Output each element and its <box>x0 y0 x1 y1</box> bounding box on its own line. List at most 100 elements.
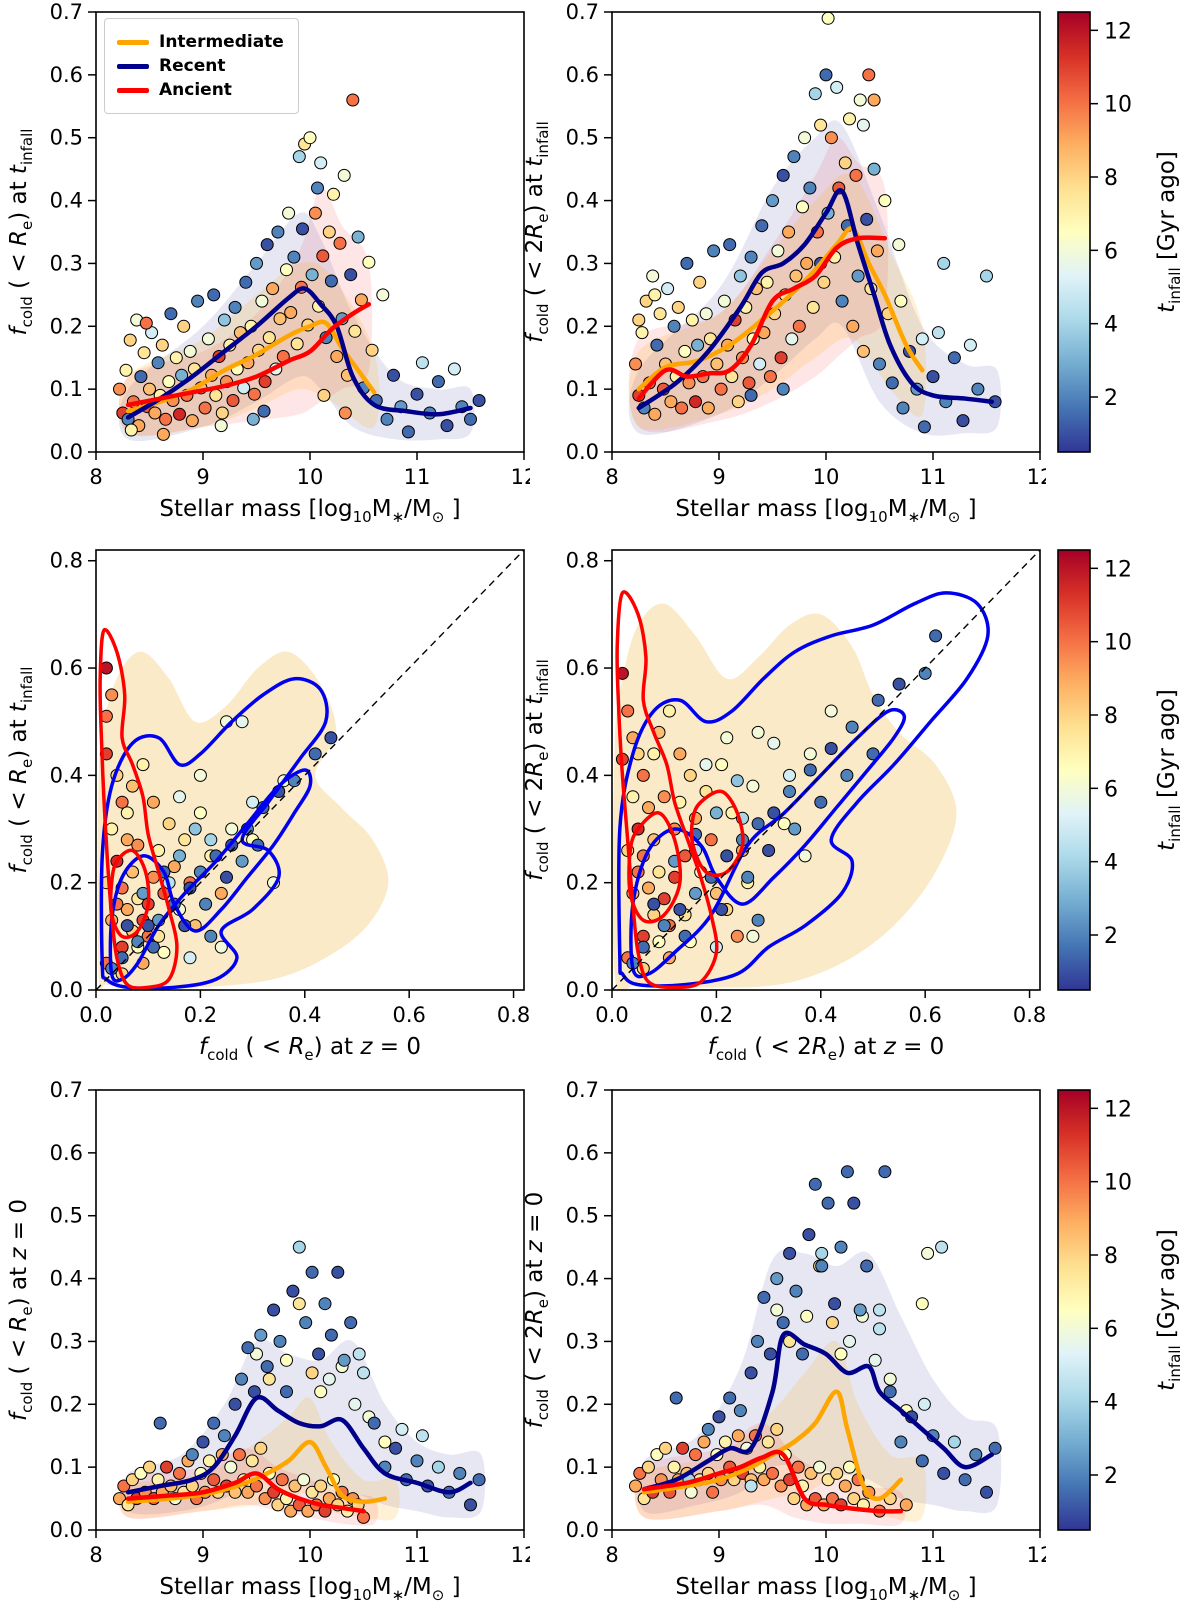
scatter-point <box>137 346 151 360</box>
scatter-point <box>202 1454 216 1468</box>
scatter-point <box>126 779 139 793</box>
legend-item-ancient: Ancient <box>117 80 284 100</box>
scatter-point <box>657 919 671 933</box>
x-tick-label: 12 <box>1027 1543 1046 1567</box>
scatter-point <box>648 288 662 302</box>
scatter-point <box>873 1303 886 1317</box>
x-tick-label: 8 <box>89 1543 102 1567</box>
y-tick-label: 0.1 <box>566 377 599 401</box>
y-tick-label: 0.3 <box>566 251 599 275</box>
scatter-point <box>143 1460 156 1474</box>
scatter-point <box>225 822 239 836</box>
scatter-point <box>667 1460 681 1474</box>
scatter-point <box>770 1422 784 1436</box>
scatter-point <box>751 913 765 927</box>
scatter-point <box>157 945 171 959</box>
scatter-point <box>766 194 779 208</box>
scatter-point <box>308 747 322 761</box>
colorbar-label: tinfall [Gyr ago] <box>1154 1229 1184 1391</box>
scatter-point <box>707 244 721 258</box>
panel-fcold-2re-tinfall-vs-z0: 0.0 0.2 0.4 0.6 0.8 0.0 0.2 0.4 0.6 0.8 fcold ( < … <box>516 538 1046 1076</box>
scatter-point <box>376 288 390 302</box>
ancient-median-line <box>641 1449 904 1514</box>
scatter-point <box>856 344 870 358</box>
scatter-point <box>314 1479 328 1493</box>
legend: Intermediate Recent Ancient <box>104 18 299 114</box>
scatter-point <box>899 1498 913 1512</box>
y-tick-label: 0.5 <box>50 1204 83 1228</box>
scatter-point <box>980 269 993 283</box>
x-tick-label: 8 <box>89 465 102 489</box>
scatter-point <box>273 1334 287 1348</box>
scatter-point <box>963 338 977 352</box>
colorbar-tick-label: 6 <box>1104 777 1118 802</box>
colorbar-tick-label: 4 <box>1104 851 1118 876</box>
scatter-point <box>257 404 271 418</box>
scatter-point <box>156 427 170 441</box>
scatter-point <box>918 666 932 680</box>
x-tick-label: 0.0 <box>79 1003 112 1027</box>
scatter-point <box>787 1492 801 1506</box>
scatter-point <box>287 250 301 264</box>
scatter-point <box>691 338 705 352</box>
scatter-point <box>312 1347 326 1361</box>
x-tick-label: 0.0 <box>595 1003 628 1027</box>
x-axis-label: fcold ( < Re) at z = 0 <box>199 1034 421 1064</box>
colorbar-row3: 2 4 6 8 10 12 tinfall [Gyr ago] <box>1046 1078 1200 1616</box>
colorbar-gradient <box>1058 550 1090 990</box>
scatter-point <box>193 768 207 782</box>
ancient-contour-lobe <box>689 789 745 878</box>
scatter-point <box>292 1297 306 1311</box>
y-tick-label: 0.0 <box>50 1518 83 1542</box>
scatter-point <box>821 1196 835 1210</box>
scatter-point <box>113 1492 126 1506</box>
y-tick-label: 0.7 <box>566 1078 599 1102</box>
scatter-point <box>803 181 817 195</box>
scatter-point <box>271 225 285 239</box>
y-axis-label: fcold ( < 2Re) at tinfall <box>522 659 552 881</box>
scatter-point <box>199 897 213 911</box>
scatter-point <box>201 332 215 346</box>
x-tick-label: 10 <box>813 465 840 489</box>
scatter-point <box>626 790 640 804</box>
y-tick-label: 0.0 <box>50 978 83 1002</box>
scatter-point <box>753 357 767 371</box>
scatter-point <box>675 401 689 415</box>
scatter-point <box>917 420 931 434</box>
scatter-point <box>937 1466 951 1480</box>
scatter-point <box>262 331 276 345</box>
y-axis-label: fcold ( < 2Re) at tinfall <box>522 121 552 343</box>
x-axis-label: Stellar mass [log10M∗/M⊙ ] <box>159 1574 460 1604</box>
scatter-point <box>214 886 228 900</box>
scatter-point <box>730 774 744 788</box>
scatter-point <box>883 1372 897 1386</box>
scatter-point <box>177 319 191 333</box>
one-to-one-line <box>611 549 1041 991</box>
scatter-point <box>803 747 817 761</box>
scatter-point <box>761 1435 775 1449</box>
x-tick-label: 11 <box>920 465 947 489</box>
scatter-point <box>266 282 280 296</box>
scatter-point <box>155 338 169 352</box>
scatter-point <box>254 1441 268 1455</box>
scatter-point <box>798 849 812 863</box>
intermediate-line-swatch <box>117 39 149 45</box>
scatter-point <box>657 892 671 906</box>
x-tick-label: 11 <box>920 1543 947 1567</box>
scatter-point <box>800 1309 814 1323</box>
y-tick-label: 0.7 <box>566 0 599 24</box>
colorbar-tick-label: 12 <box>1104 19 1132 44</box>
scatter-point <box>774 351 788 365</box>
scatter-point <box>255 294 269 308</box>
scatter-point <box>164 307 178 321</box>
scatter-point <box>701 1422 715 1436</box>
scatter-point <box>254 1328 268 1342</box>
scatter-point <box>324 1328 338 1342</box>
scatter-point <box>838 156 852 170</box>
scatter-point <box>744 1479 758 1493</box>
scatter-point <box>689 395 702 409</box>
scatter-point <box>871 693 885 707</box>
scatter-point <box>162 375 176 389</box>
scatter-point <box>868 1353 882 1367</box>
scatter-point <box>915 332 929 346</box>
